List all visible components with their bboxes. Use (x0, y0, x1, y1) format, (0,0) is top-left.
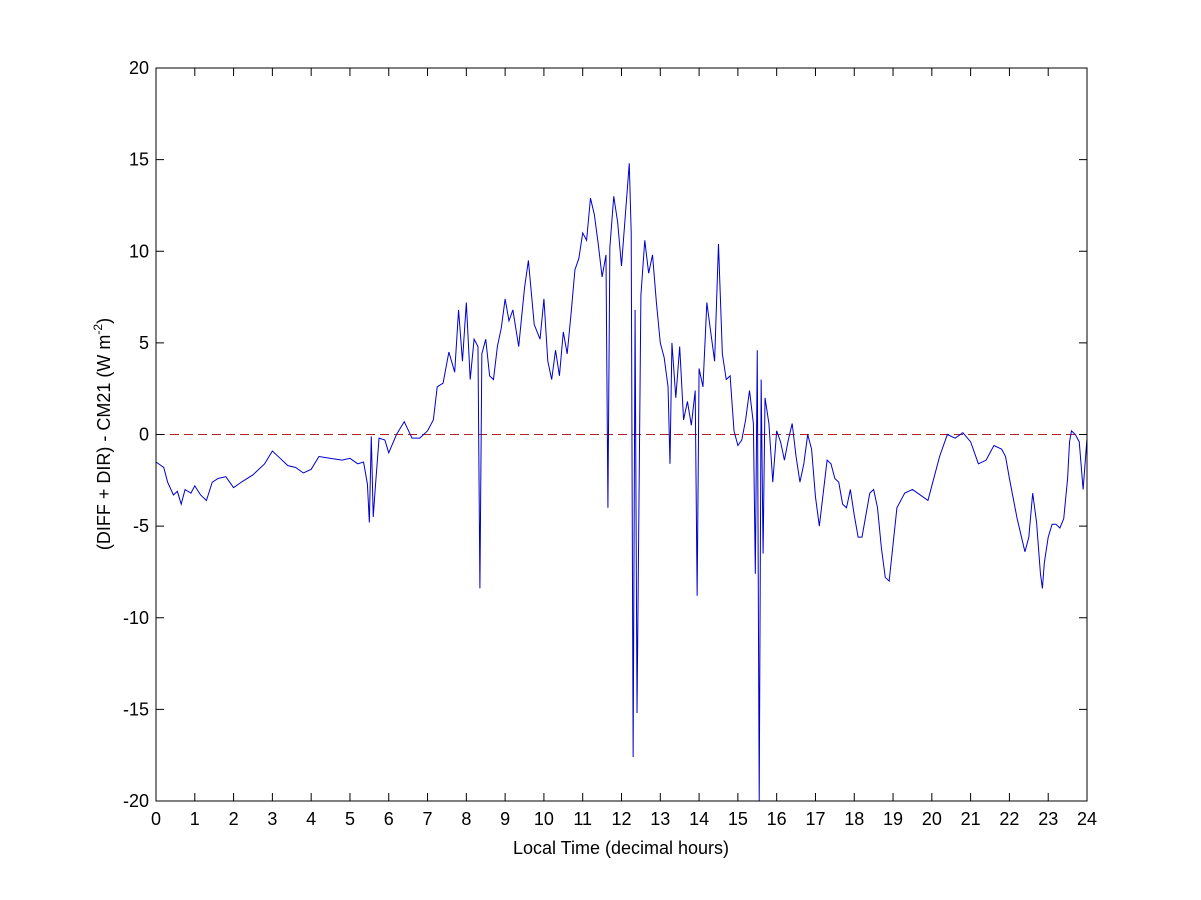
x-tick-label: 11 (573, 809, 592, 829)
x-tick-label: 16 (767, 809, 787, 829)
x-axis-label: Local Time (decimal hours) (513, 838, 729, 858)
x-tick-label: 14 (689, 809, 709, 829)
x-tick-label: 24 (1077, 809, 1097, 829)
y-axis-label: (DIFF + DIR) - CM21 (W m-2) (91, 318, 114, 550)
x-tick-label: 10 (534, 809, 554, 829)
x-tick-label: 19 (883, 809, 903, 829)
y-tick-label: -10 (123, 608, 149, 628)
y-tick-label: 20 (129, 58, 149, 78)
x-tick-label: 13 (650, 809, 670, 829)
x-tick-label: 0 (151, 809, 161, 829)
x-tick-label: 5 (345, 809, 355, 829)
x-tick-label: 4 (306, 809, 316, 829)
x-tick-label: 8 (461, 809, 471, 829)
x-tick-label: 1 (190, 809, 200, 829)
data-layer (155, 163, 1088, 802)
y-tick-label: -20 (123, 791, 149, 811)
y-tick-label: 0 (139, 425, 149, 445)
plot-frame (155, 67, 1088, 802)
x-tick-label: 17 (805, 809, 825, 829)
y-tick-label: -5 (133, 516, 149, 536)
x-tick-label: 15 (728, 809, 748, 829)
x-tick-label: 9 (500, 809, 510, 829)
x-tick-label: 20 (922, 809, 942, 829)
x-tick-label: 22 (999, 809, 1019, 829)
y-tick-label: 10 (129, 241, 149, 261)
x-tick-label: 12 (611, 809, 631, 829)
x-tick-label: 18 (844, 809, 864, 829)
x-tick-label: 3 (267, 809, 277, 829)
axis-ticks: 0 1 2 3 4 5 6 7 8 9 10 11 12 13 14 15 16 17 18 19 20 21 22 23 24… (123, 58, 1097, 829)
x-tick-label: 6 (384, 809, 394, 829)
series-line (155, 163, 1088, 802)
y-tick-label: 15 (129, 150, 149, 170)
x-tick-label: 7 (423, 809, 433, 829)
y-tick-label: -15 (123, 699, 149, 719)
y-tick-label: 5 (139, 333, 149, 353)
x-tick-label: 21 (961, 809, 981, 829)
x-tick-label: 2 (229, 809, 239, 829)
x-tick-label: 23 (1038, 809, 1058, 829)
